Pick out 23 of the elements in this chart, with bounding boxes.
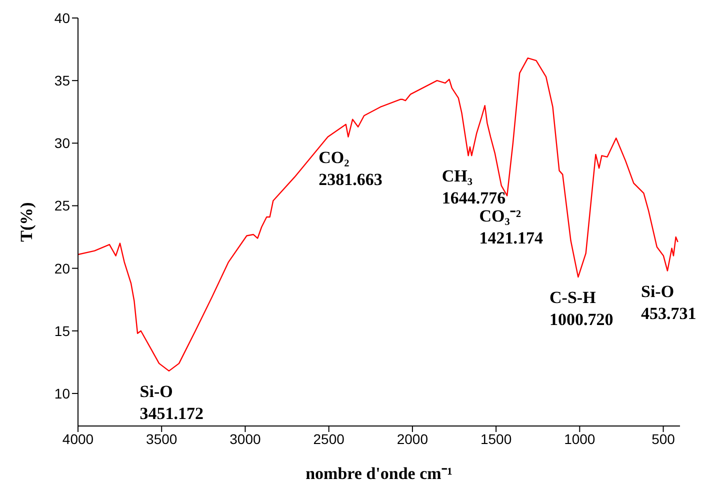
annotation: CH₃ 1644.776 (442, 166, 506, 208)
x-tick-label: 1500 (480, 430, 512, 447)
y-tick-label: 15 (54, 322, 70, 339)
x-tick-label: 3500 (146, 430, 178, 447)
x-tick-label: 1000 (564, 430, 596, 447)
y-tick-label: 10 (54, 385, 70, 402)
y-axis-title: T(%) (17, 202, 36, 242)
y-tick-label: 40 (54, 10, 70, 26)
x-tick-label: 2500 (313, 430, 345, 447)
annotation: Si-O 453.731 (641, 282, 696, 323)
y-tick-label: 25 (54, 198, 70, 214)
annotation: C-S-H 1000.720 (550, 288, 614, 330)
x-tick-label: 500 (652, 430, 676, 447)
annotation: CO₂ 2381.663 (318, 148, 382, 189)
y-tick-label: 20 (54, 260, 70, 276)
annotation: CO₃⁻² 1421.174 (479, 206, 544, 248)
y-tick-label: 30 (54, 135, 70, 152)
annotation: Si-O 3451.172 (140, 382, 204, 423)
y-tick-label: 35 (54, 72, 70, 89)
x-axis-title: nombre d'onde cm⁻¹ (306, 464, 452, 483)
x-tick-label: 3000 (230, 430, 262, 447)
x-tick-label: 2000 (396, 430, 428, 447)
x-tick-label: 4000 (62, 430, 94, 447)
